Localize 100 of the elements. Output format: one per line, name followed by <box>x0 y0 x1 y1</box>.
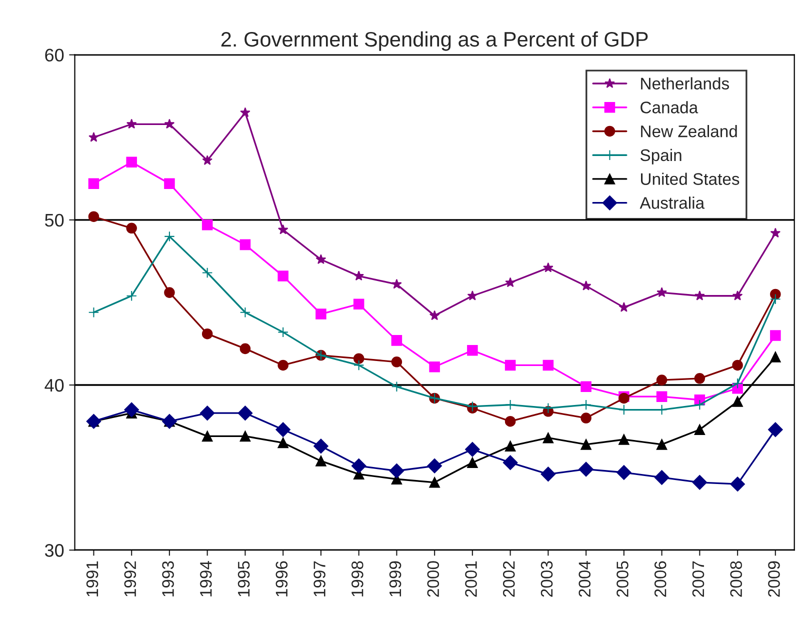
point <box>542 360 554 371</box>
x-tick-label: 2005 <box>616 561 628 597</box>
point <box>467 457 478 468</box>
point <box>391 335 402 346</box>
point <box>770 330 781 341</box>
point <box>391 381 402 392</box>
point <box>505 277 516 288</box>
point <box>543 262 554 272</box>
point <box>694 424 706 435</box>
x-tick-label: 1995 <box>238 561 250 596</box>
point <box>504 360 516 371</box>
point <box>202 219 213 230</box>
point <box>278 360 288 371</box>
point <box>164 178 175 189</box>
point <box>278 326 288 338</box>
x-tick-label: 1994 <box>200 561 212 596</box>
x-tick-label: 1992 <box>124 561 136 596</box>
point <box>353 353 364 364</box>
point <box>278 437 288 448</box>
point <box>202 267 213 278</box>
legend-label: United States <box>641 172 740 185</box>
legend-label: Spain <box>640 148 682 164</box>
point <box>580 439 592 450</box>
y-tick-label: 30 <box>44 544 64 557</box>
point <box>504 416 516 427</box>
point <box>692 475 708 490</box>
point <box>770 352 781 362</box>
point <box>314 438 328 454</box>
x-tick-label: 2009 <box>768 561 780 597</box>
point <box>240 239 251 250</box>
point <box>164 287 175 298</box>
point <box>200 406 215 420</box>
x-tick-label: 1991 <box>86 561 98 596</box>
point <box>768 422 783 437</box>
point <box>656 374 668 386</box>
point <box>504 399 516 410</box>
point <box>732 378 743 389</box>
point <box>429 477 440 488</box>
point <box>389 463 404 478</box>
x-tick-label: 2007 <box>692 561 704 597</box>
point <box>580 399 592 410</box>
x-tick-label: 2001 <box>465 561 477 597</box>
point <box>276 422 290 437</box>
point <box>351 458 366 474</box>
y-tick-label: 50 <box>44 214 64 227</box>
point <box>202 430 213 442</box>
point <box>467 290 478 300</box>
point <box>656 391 668 402</box>
point <box>732 290 743 300</box>
point <box>240 306 251 318</box>
point <box>694 290 705 300</box>
point <box>618 434 630 445</box>
point <box>353 360 364 371</box>
x-tick-label: 1999 <box>389 561 402 596</box>
point <box>126 222 137 234</box>
x-tick-label: 2002 <box>502 561 515 597</box>
legend-label: New Zealand <box>641 124 737 138</box>
point <box>278 270 288 282</box>
point <box>580 280 592 290</box>
x-tick-label: 2000 <box>427 561 440 597</box>
y-tick-label: 40 <box>44 378 64 392</box>
point <box>164 231 175 242</box>
chart-title: 2. Government Spending as a Percent of GDP <box>221 31 648 51</box>
x-tick-label: 1996 <box>276 561 288 596</box>
point <box>240 430 251 442</box>
point <box>770 288 781 300</box>
x-tick-label: 1993 <box>162 561 174 596</box>
point <box>202 155 212 165</box>
point <box>429 361 440 372</box>
point <box>354 270 364 281</box>
point <box>770 228 781 238</box>
point <box>580 381 592 392</box>
point <box>126 156 137 168</box>
x-tick-label: 1998 <box>351 561 364 596</box>
legend-label: Australia <box>640 196 705 209</box>
point <box>540 466 556 482</box>
x-tick-label: 2004 <box>578 561 591 597</box>
point <box>278 224 288 234</box>
point <box>616 465 632 480</box>
point <box>694 399 706 410</box>
point <box>465 442 480 457</box>
point <box>542 432 554 444</box>
point <box>732 396 743 407</box>
point <box>392 278 402 289</box>
x-tick-label: 2003 <box>540 561 553 597</box>
point <box>656 287 667 298</box>
point <box>654 470 670 485</box>
y-tick-label: 60 <box>45 48 64 62</box>
point <box>124 402 139 418</box>
point <box>391 356 402 368</box>
point <box>656 439 668 450</box>
x-tick-label: 2008 <box>730 561 742 597</box>
legend-label: Canada <box>640 101 698 114</box>
point <box>88 306 100 318</box>
point <box>238 406 253 420</box>
point <box>126 118 137 129</box>
point <box>694 373 706 384</box>
point <box>504 440 516 452</box>
point <box>578 462 594 477</box>
point <box>467 344 478 356</box>
